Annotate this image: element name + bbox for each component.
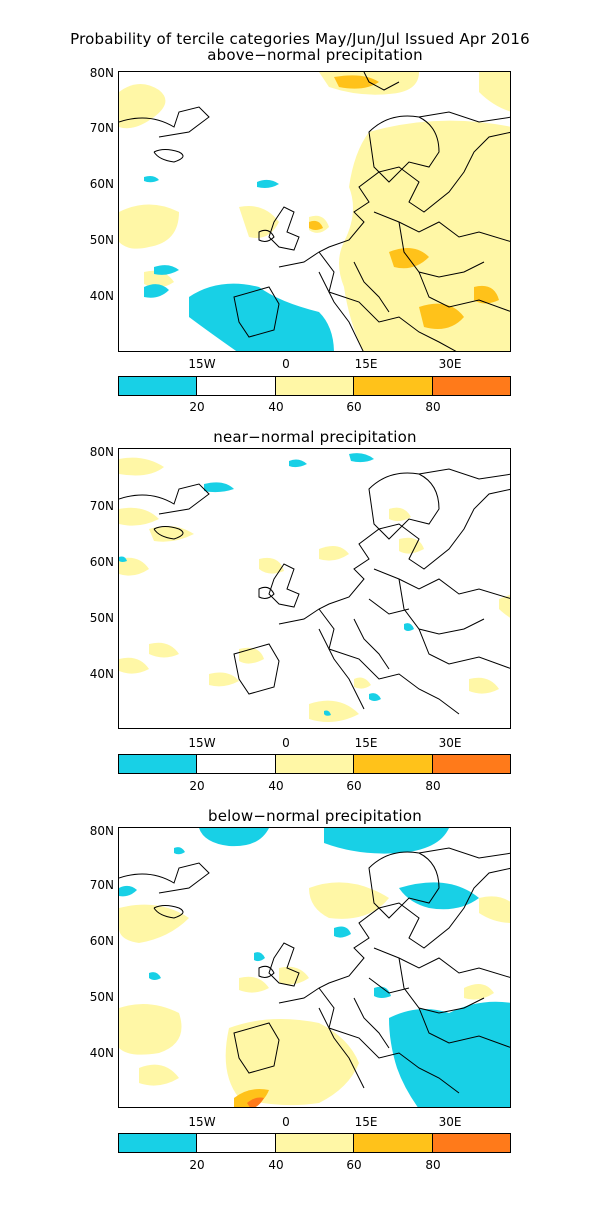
map-above-normal-svg [119, 72, 510, 351]
colorbar-bin-cyan [119, 755, 198, 773]
lat-label-60n: 60N [89, 555, 114, 569]
lat-label-40n: 40N [89, 289, 114, 303]
colorbar-bin-light-yellow [275, 755, 355, 773]
colorbar-bin-white [197, 1134, 276, 1152]
colorbar-label-20: 20 [189, 1158, 205, 1172]
colorbar-label-60: 60 [346, 1158, 362, 1172]
lon-label-15e: 15E [354, 357, 378, 371]
colorbar-bin-light-yellow [275, 1134, 355, 1152]
lon-label-0: 0 [282, 357, 290, 371]
lat-label-70n: 70N [89, 121, 114, 135]
colorbar-bin-gold [354, 1134, 433, 1152]
map-above-normal [118, 71, 511, 352]
lat-label-80n: 80N [89, 66, 114, 80]
lat-label-70n: 70N [89, 499, 114, 513]
lon-label-30e: 30E [438, 357, 462, 371]
colorbar-label-20: 20 [189, 779, 205, 793]
map-near-normal-svg [119, 453, 510, 723]
lat-label-40n: 40N [89, 1046, 114, 1060]
colorbar-bin-cyan [119, 1134, 198, 1152]
lon-label-15w: 15W [188, 736, 216, 750]
colorbar-label-40: 40 [268, 1158, 284, 1172]
lon-label-15e: 15E [354, 736, 378, 750]
lon-label-30e: 30E [438, 1115, 462, 1129]
lat-label-50n: 50N [89, 611, 114, 625]
colorbar-bin-white [197, 377, 276, 395]
colorbar-label-20: 20 [189, 400, 205, 414]
lat-label-70n: 70N [89, 878, 114, 892]
panel-title-near: near−normal precipitation [213, 428, 417, 446]
colorbar-label-80: 80 [425, 1158, 441, 1172]
lat-label-60n: 60N [89, 934, 114, 948]
colorbar-bin-orange [432, 1134, 511, 1152]
lat-label-80n: 80N [89, 824, 114, 838]
colorbar-label-80: 80 [425, 400, 441, 414]
panel-title-above: above−normal precipitation [207, 46, 423, 64]
colorbar-label-60: 60 [346, 400, 362, 414]
lat-label-60n: 60N [89, 177, 114, 191]
map-near-normal [118, 448, 511, 729]
colorbar-bin-white [197, 755, 276, 773]
lat-label-40n: 40N [89, 667, 114, 681]
lon-label-30e: 30E [438, 736, 462, 750]
colorbar-above [118, 376, 511, 396]
colorbar-bin-light-yellow [275, 377, 355, 395]
lon-label-15w: 15W [188, 1115, 216, 1129]
colorbar-label-60: 60 [346, 779, 362, 793]
colorbar-bin-gold [354, 377, 433, 395]
colorbar-bin-orange [432, 755, 511, 773]
lat-label-50n: 50N [89, 233, 114, 247]
colorbar-label-80: 80 [425, 779, 441, 793]
lon-label-0: 0 [282, 1115, 290, 1129]
figure-title: Probability of tercile categories May/Ju… [70, 30, 530, 48]
colorbar-label-40: 40 [268, 779, 284, 793]
colorbar-bin-cyan [119, 377, 198, 395]
colorbar-near [118, 754, 511, 774]
lon-label-15e: 15E [354, 1115, 378, 1129]
lat-label-80n: 80N [89, 445, 114, 459]
map-below-normal [118, 827, 511, 1108]
lon-label-15w: 15W [188, 357, 216, 371]
lat-label-50n: 50N [89, 990, 114, 1004]
colorbar-bin-orange [432, 377, 511, 395]
lon-label-0: 0 [282, 736, 290, 750]
colorbar-below [118, 1133, 511, 1153]
map-below-normal-svg [119, 828, 510, 1107]
colorbar-bin-gold [354, 755, 433, 773]
panel-title-below: below−normal precipitation [208, 807, 422, 825]
colorbar-label-40: 40 [268, 400, 284, 414]
